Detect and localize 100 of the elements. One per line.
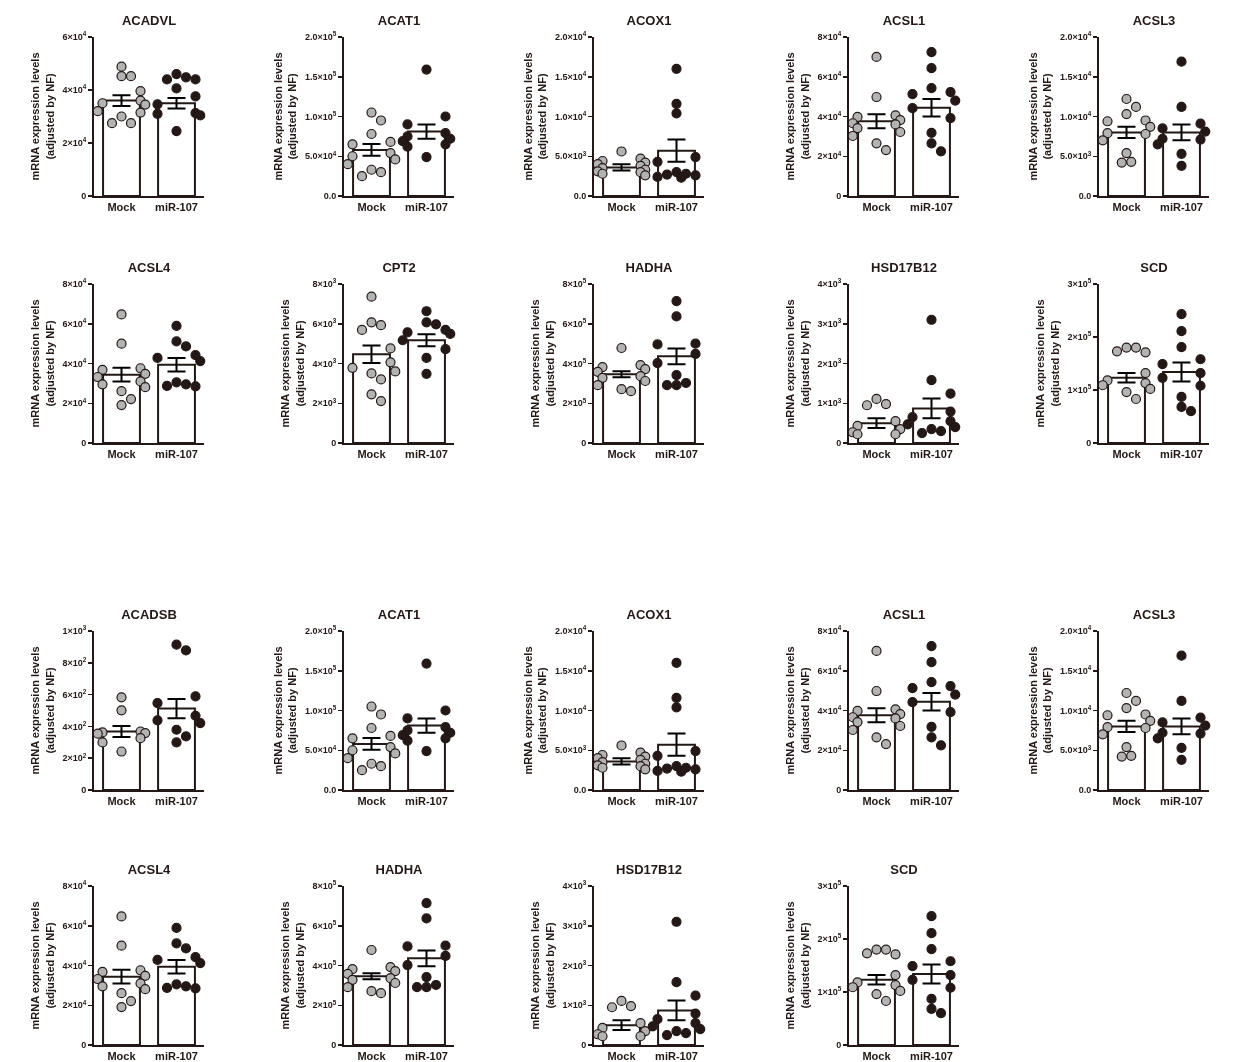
x-tick-label: miR-107 xyxy=(910,1050,953,1062)
y-axis-title: mRNA expression levels (adjusted by NF) xyxy=(279,901,306,1030)
y-tick-label: 5.0×10$^{3}$ xyxy=(554,149,587,162)
y-tick-label: 5.0×10$^{3}$ xyxy=(554,743,587,756)
y-tick-label: 8×10$^{4}$ xyxy=(62,277,87,290)
x-tick-label: Mock xyxy=(607,795,637,808)
x-tick-label: Mock xyxy=(357,1050,387,1062)
y-tick-label: 1.0×10$^{5}$ xyxy=(304,703,337,716)
y-tick-label: 5.0×10$^{4}$ xyxy=(304,149,337,162)
y-tick-label: 8×10$^{4}$ xyxy=(817,624,842,637)
x-tick-label: Mock xyxy=(107,201,137,214)
y-axis-title: mRNA expression levels (adjusted by NF) xyxy=(784,646,811,775)
y-axis-title: mRNA expression levels (adjusted by NF) xyxy=(784,299,811,428)
y-tick-label: 0 xyxy=(331,438,337,449)
x-tick-label: Mock xyxy=(1112,201,1142,214)
chart-title: ACAT1 xyxy=(377,606,421,622)
y-tick-label: 1.0×10$^{4}$ xyxy=(1059,703,1092,716)
y-tick-label: 0.0 xyxy=(1078,785,1092,796)
chart-title: ACSL4 xyxy=(127,259,172,275)
x-tick-label: miR-107 xyxy=(405,1050,448,1062)
y-tick-label: 2.0×10$^{4}$ xyxy=(1059,624,1092,637)
y-tick-label: 3×10$^{5}$ xyxy=(817,879,842,892)
x-tick-label: miR-107 xyxy=(655,1050,698,1062)
y-tick-label: 4×10$^{4}$ xyxy=(62,958,87,971)
y-tick-label: 3×10$^{3}$ xyxy=(562,919,587,931)
y-tick-label: 8×10$^{5}$ xyxy=(562,277,587,290)
chart-title: ACSL1 xyxy=(882,606,926,622)
y-tick-label: 0 xyxy=(1086,438,1092,449)
y-axis-title: mRNA expression levels (adjusted by NF) xyxy=(1034,299,1061,428)
chart-title: HSD17B12 xyxy=(616,861,682,877)
y-tick-label: 4×10$^{5}$ xyxy=(312,958,337,971)
y-tick-label: 2×10$^{4}$ xyxy=(817,743,842,756)
y-axis-title: mRNA expression levels (adjusted by NF) xyxy=(271,52,299,181)
y-tick-label: 1.5×10$^{4}$ xyxy=(554,664,587,676)
y-tick-label: 0 xyxy=(81,191,87,202)
x-tick-label: miR-107 xyxy=(910,448,953,461)
y-axis-title: mRNA expression levels (adjusted by NF) xyxy=(1026,646,1054,775)
chart-title: ACOX1 xyxy=(626,12,672,28)
y-tick-label: 0 xyxy=(331,1040,337,1051)
y-tick-label: 1.0×10$^{4}$ xyxy=(1059,109,1092,122)
y-tick-label: 0.0 xyxy=(323,785,337,796)
y-tick-label: 2×10$^{5}$ xyxy=(562,396,587,409)
y-tick-label: 2.0×10$^{5}$ xyxy=(304,30,337,43)
y-tick-label: 0 xyxy=(836,1040,842,1051)
chart-title: SCD xyxy=(1140,259,1168,275)
x-tick-label: Mock xyxy=(862,1050,892,1062)
chart-title: ACSL3 xyxy=(1132,12,1176,28)
x-tick-label: Mock xyxy=(357,201,387,214)
y-axis-title: mRNA expression levels (adjusted by NF) xyxy=(271,646,299,775)
y-tick-label: 2×10$^{4}$ xyxy=(62,396,87,409)
y-tick-label: 6×10$^{2}$ xyxy=(62,687,87,700)
y-axis-title: mRNA expression levels (adjusted by NF) xyxy=(279,299,306,428)
y-tick-label: 2.0×10$^{4}$ xyxy=(554,30,587,43)
y-axis-title: mRNA expression levels (adjusted by NF) xyxy=(29,299,56,428)
y-tick-label: 1×10$^{3}$ xyxy=(62,624,87,637)
y-tick-label: 0.0 xyxy=(1078,191,1092,202)
x-tick-label: miR-107 xyxy=(155,1050,198,1062)
y-tick-label: 2×10$^{4}$ xyxy=(817,149,842,162)
y-axis-title: mRNA expression levels (adjusted by NF) xyxy=(784,52,811,181)
x-tick-label: Mock xyxy=(607,1050,637,1062)
y-tick-label: 4×10$^{3}$ xyxy=(312,356,337,369)
y-axis-title: mRNA expression levels (adjusted by NF) xyxy=(1026,52,1054,181)
y-axis-title: mRNA expression levels (adjusted by NF) xyxy=(784,901,811,1030)
x-tick-label: miR-107 xyxy=(1160,795,1203,808)
y-tick-label: 8×10$^{5}$ xyxy=(312,879,337,892)
chart-title: HSD17B12 xyxy=(871,259,937,275)
y-axis-title: mRNA expression levels (adjusted by NF) xyxy=(521,646,549,775)
y-tick-label: 1.5×10$^{4}$ xyxy=(554,70,587,82)
x-tick-label: miR-107 xyxy=(1160,201,1203,214)
y-tick-label: 5.0×10$^{4}$ xyxy=(304,743,337,756)
y-tick-label: 1×10$^{3}$ xyxy=(562,998,587,1011)
y-tick-label: 1.5×10$^{4}$ xyxy=(1059,664,1092,676)
y-tick-label: 6×10$^{4}$ xyxy=(62,30,87,43)
x-tick-label: Mock xyxy=(1112,795,1142,808)
x-tick-label: Mock xyxy=(357,448,387,461)
chart-title: ACAT1 xyxy=(377,12,421,28)
x-tick-label: miR-107 xyxy=(405,201,448,214)
x-tick-label: miR-107 xyxy=(155,201,198,214)
x-tick-label: miR-107 xyxy=(155,448,198,461)
y-tick-label: 8×10$^{2}$ xyxy=(62,656,87,668)
y-tick-label: 2×10$^{5}$ xyxy=(817,932,842,945)
x-tick-label: Mock xyxy=(1112,448,1142,461)
y-tick-label: 4×10$^{5}$ xyxy=(562,356,587,369)
y-tick-label: 6×10$^{5}$ xyxy=(562,317,587,329)
y-tick-label: 5.0×10$^{3}$ xyxy=(1059,743,1092,756)
y-tick-label: 2×10$^{3}$ xyxy=(562,958,587,971)
chart-title: HADHA xyxy=(375,861,424,877)
y-tick-label: 0 xyxy=(81,1040,87,1051)
x-tick-label: miR-107 xyxy=(655,795,698,808)
y-tick-label: 6×10$^{4}$ xyxy=(817,70,842,82)
x-tick-label: Mock xyxy=(607,448,637,461)
x-tick-label: miR-107 xyxy=(405,448,448,461)
y-tick-label: 4×10$^{4}$ xyxy=(817,703,842,716)
x-tick-label: Mock xyxy=(862,448,892,461)
y-tick-label: 2.0×10$^{4}$ xyxy=(554,624,587,637)
y-tick-label: 4×10$^{4}$ xyxy=(817,109,842,122)
y-tick-label: 6×10$^{4}$ xyxy=(817,664,842,676)
y-tick-label: 8×10$^{4}$ xyxy=(817,30,842,43)
chart-title: ACSL4 xyxy=(127,861,172,877)
y-tick-label: 6×10$^{3}$ xyxy=(312,317,337,329)
